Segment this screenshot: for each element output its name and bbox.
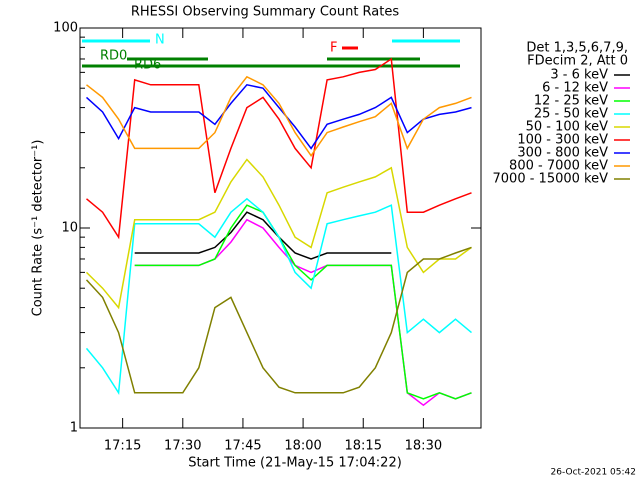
- legend-label: 100 - 300 keV: [517, 133, 608, 148]
- legend-label: 50 - 100 keV: [526, 120, 609, 135]
- y-tick-label: 10: [61, 221, 78, 236]
- legend-label: 25 - 50 keV: [534, 107, 608, 122]
- flag-label: RD0: [100, 49, 127, 64]
- x-tick-label: 18:30: [405, 439, 442, 454]
- legend-label: 12 - 25 keV: [534, 94, 608, 109]
- series-line: [134, 204, 472, 400]
- flag-label: N: [155, 33, 165, 48]
- flag-label: RD6: [134, 58, 161, 73]
- x-tick-label: 18:15: [345, 439, 382, 454]
- series-line: [85, 83, 472, 150]
- series-line: [85, 158, 472, 310]
- series-line: [85, 197, 472, 396]
- legend-title: FDecim 2, Att 0: [527, 54, 628, 69]
- flags: N RD0 RD6 F: [82, 33, 460, 73]
- legend-label: 7000 - 15000 keV: [493, 172, 609, 187]
- flag-label: F: [330, 41, 337, 56]
- legend-title: Det 1,3,5,6,7,9,: [526, 41, 628, 56]
- x-tick-label: 18:00: [284, 439, 321, 454]
- y-tick-label: 1: [70, 421, 78, 436]
- timestamp: 26-Oct-2021 05:42: [551, 468, 636, 478]
- chart-title: RHESSI Observing Summary Count Rates: [131, 5, 400, 20]
- series-line: [86, 75, 472, 158]
- legend-label: 800 - 7000 keV: [509, 159, 608, 174]
- x-tick-label: 17:15: [104, 439, 141, 454]
- legend-label: 6 - 12 keV: [542, 81, 608, 96]
- series-line: [85, 246, 472, 394]
- legend-label: 3 - 6 keV: [550, 68, 608, 83]
- x-tick-label: 17:45: [224, 439, 261, 454]
- legend-label: 300 - 800 keV: [517, 146, 608, 161]
- x-tick-label: 17:30: [164, 439, 201, 454]
- series-line: [86, 57, 472, 240]
- plot-frame: [79, 27, 482, 429]
- y-axis-label: Count Rate (s⁻¹ detector⁻¹): [31, 140, 46, 317]
- y-tick-label: 100: [53, 21, 78, 36]
- x-axis-label: Start Time (21-May-15 17:04:22): [188, 456, 402, 471]
- series-line: [134, 211, 392, 260]
- series-line: [134, 218, 472, 407]
